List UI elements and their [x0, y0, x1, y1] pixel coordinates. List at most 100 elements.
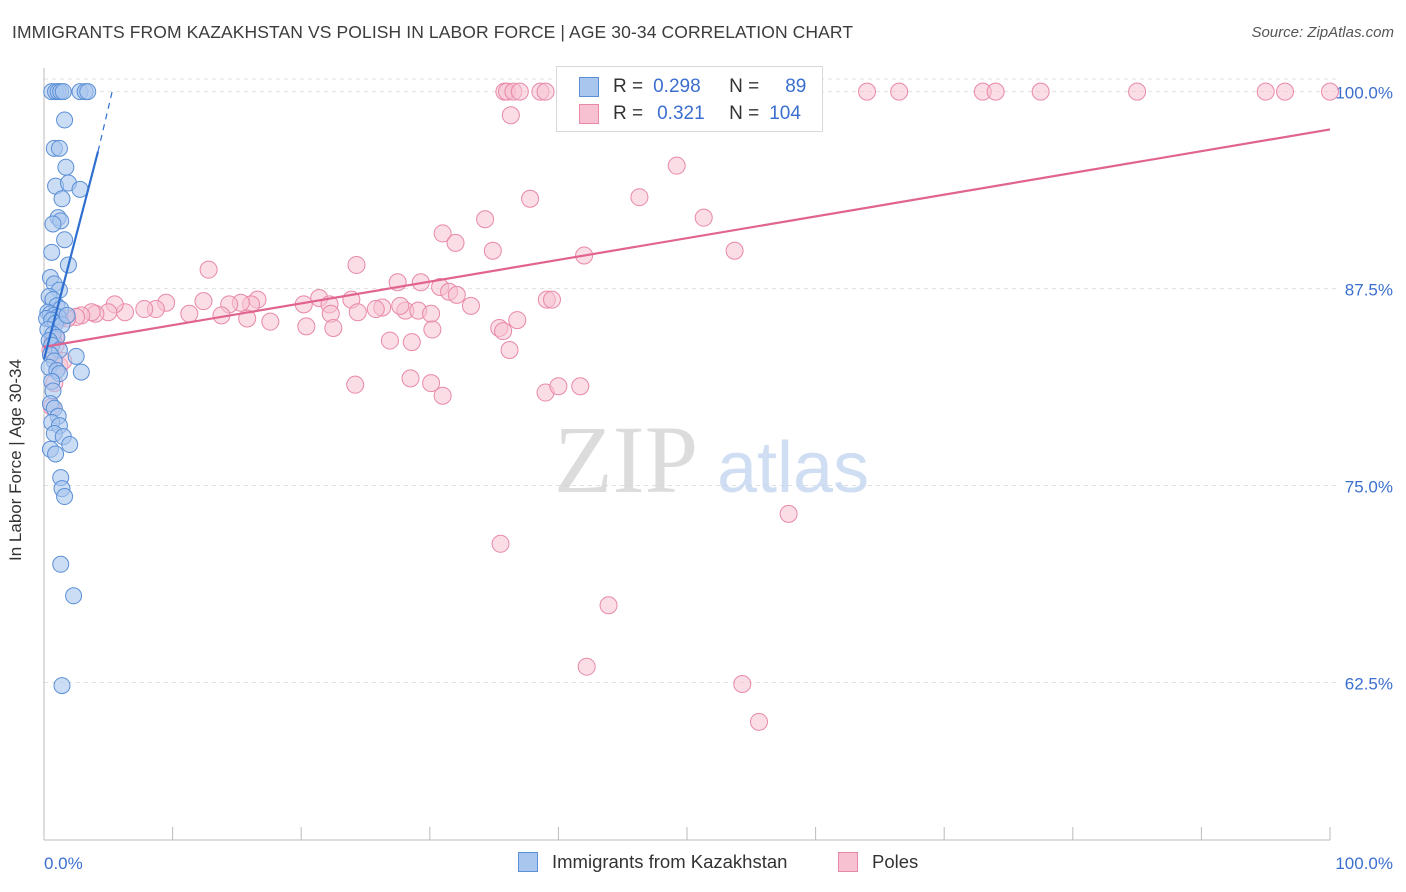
data-point-poles — [577, 657, 596, 676]
data-point-kazakhstan — [56, 488, 74, 506]
data-point-kazakhstan — [54, 83, 72, 101]
legend-item-poles: Poles — [838, 851, 918, 873]
data-point-poles — [750, 712, 769, 731]
data-point-poles — [422, 374, 441, 393]
legend-label-kazakhstan: Immigrants from Kazakhstan — [552, 851, 788, 872]
data-point-kazakhstan — [58, 306, 76, 324]
chart-title: IMMIGRANTS FROM KAZAKHSTAN VS POLISH IN … — [12, 22, 854, 42]
watermark-zip: ZIP — [554, 406, 698, 513]
data-point-kazakhstan — [43, 243, 61, 261]
data-point-poles — [380, 331, 399, 350]
data-point-poles — [536, 82, 555, 101]
data-point-poles — [667, 156, 686, 175]
data-point-poles — [779, 504, 798, 523]
data-point-kazakhstan — [56, 111, 74, 129]
data-point-poles — [447, 285, 466, 304]
legend-label-poles: Poles — [872, 851, 919, 872]
swatch-pink — [579, 104, 599, 124]
n-label: N = — [729, 103, 760, 124]
data-point-poles — [599, 596, 618, 615]
legend-row-kazakhstan: R = 0.298 N = 89 — [579, 75, 806, 99]
data-point-poles — [433, 224, 452, 243]
data-point-poles — [297, 317, 316, 336]
data-point-poles — [135, 300, 154, 319]
data-point-poles — [500, 341, 519, 360]
data-point-poles — [1275, 82, 1294, 101]
data-point-poles — [433, 386, 452, 405]
r-value: 0.321 — [657, 103, 705, 124]
n-label: N = — [729, 76, 760, 97]
data-point-kazakhstan — [44, 215, 62, 233]
data-point-poles — [476, 210, 495, 229]
data-point-poles — [725, 241, 744, 260]
data-point-kazakhstan — [72, 363, 90, 381]
data-point-poles — [194, 292, 213, 311]
data-point-poles — [510, 82, 529, 101]
series-kazakhstan — [38, 83, 97, 695]
n-value: 104 — [769, 103, 801, 124]
data-point-poles — [402, 333, 421, 352]
data-point-poles — [422, 304, 441, 323]
data-point-kazakhstan — [79, 83, 97, 101]
data-point-poles — [391, 296, 410, 315]
data-point-poles — [446, 233, 465, 252]
r-label: R = — [613, 103, 644, 124]
legend-swatch-pink — [838, 852, 858, 872]
trend-lines — [42, 91, 1331, 360]
y-axis-label: In Labor Force | Age 30-34 — [6, 359, 25, 561]
data-point-poles — [180, 304, 199, 323]
y-tick-label: 75.0% — [1345, 478, 1393, 497]
x-tick-label: 100.0% — [1335, 854, 1393, 873]
data-point-kazakhstan — [56, 231, 74, 249]
y-tick-label: 100.0% — [1335, 84, 1393, 103]
data-point-kazakhstan — [52, 555, 70, 573]
data-point-poles — [494, 322, 513, 341]
trendline-poles — [43, 128, 1331, 348]
tick-labels: 62.5% 75.0% 87.5% 100.0% 0.0% 100.0% — [44, 84, 1393, 873]
data-point-poles — [1128, 82, 1147, 101]
data-point-poles — [1031, 82, 1050, 101]
stats-legend: R = 0.298 N = 89 R = 0.321 N = 104 — [556, 66, 823, 132]
y-tick-label: 87.5% — [1345, 281, 1393, 300]
data-point-poles — [366, 300, 385, 319]
n-value: 89 — [785, 76, 807, 97]
trendline-kazakhstan-extension — [97, 91, 113, 152]
data-point-poles — [571, 377, 590, 396]
legend-row-poles: R = 0.321 N = 104 — [579, 102, 801, 126]
data-point-poles — [549, 377, 568, 396]
data-point-kazakhstan — [50, 139, 68, 157]
data-point-poles — [491, 534, 510, 553]
data-point-poles — [324, 318, 343, 337]
grid-lines — [44, 78, 1340, 683]
data-point-kazakhstan — [61, 436, 79, 454]
r-value: 0.298 — [653, 76, 701, 97]
data-point-poles — [858, 82, 877, 101]
watermark: ZIP atlas — [554, 406, 869, 513]
data-point-poles — [986, 82, 1005, 101]
data-point-poles — [348, 303, 367, 322]
data-point-kazakhstan — [53, 190, 71, 208]
legend-swatch-blue — [518, 852, 538, 872]
series-legend: Immigrants from Kazakhstan Poles — [0, 851, 1406, 877]
data-point-poles — [1256, 82, 1275, 101]
data-point-kazakhstan — [65, 587, 83, 605]
data-point-poles — [630, 188, 649, 207]
watermark-atlas: atlas — [717, 428, 869, 508]
data-point-poles — [347, 255, 366, 274]
data-point-poles — [483, 241, 502, 260]
data-point-poles — [890, 82, 909, 101]
data-point-kazakhstan — [57, 158, 75, 176]
data-point-poles — [733, 675, 752, 694]
data-point-poles — [508, 311, 527, 330]
data-point-kazakhstan — [67, 347, 85, 365]
data-point-poles — [521, 189, 540, 208]
trendline-kazakhstan — [42, 151, 100, 360]
data-point-kazakhstan — [53, 677, 71, 695]
data-point-poles — [694, 208, 713, 227]
data-point-kazakhstan — [47, 445, 65, 463]
data-point-poles — [461, 296, 480, 315]
data-point-poles — [423, 320, 442, 339]
data-point-poles — [261, 312, 280, 331]
data-point-poles — [542, 290, 561, 309]
